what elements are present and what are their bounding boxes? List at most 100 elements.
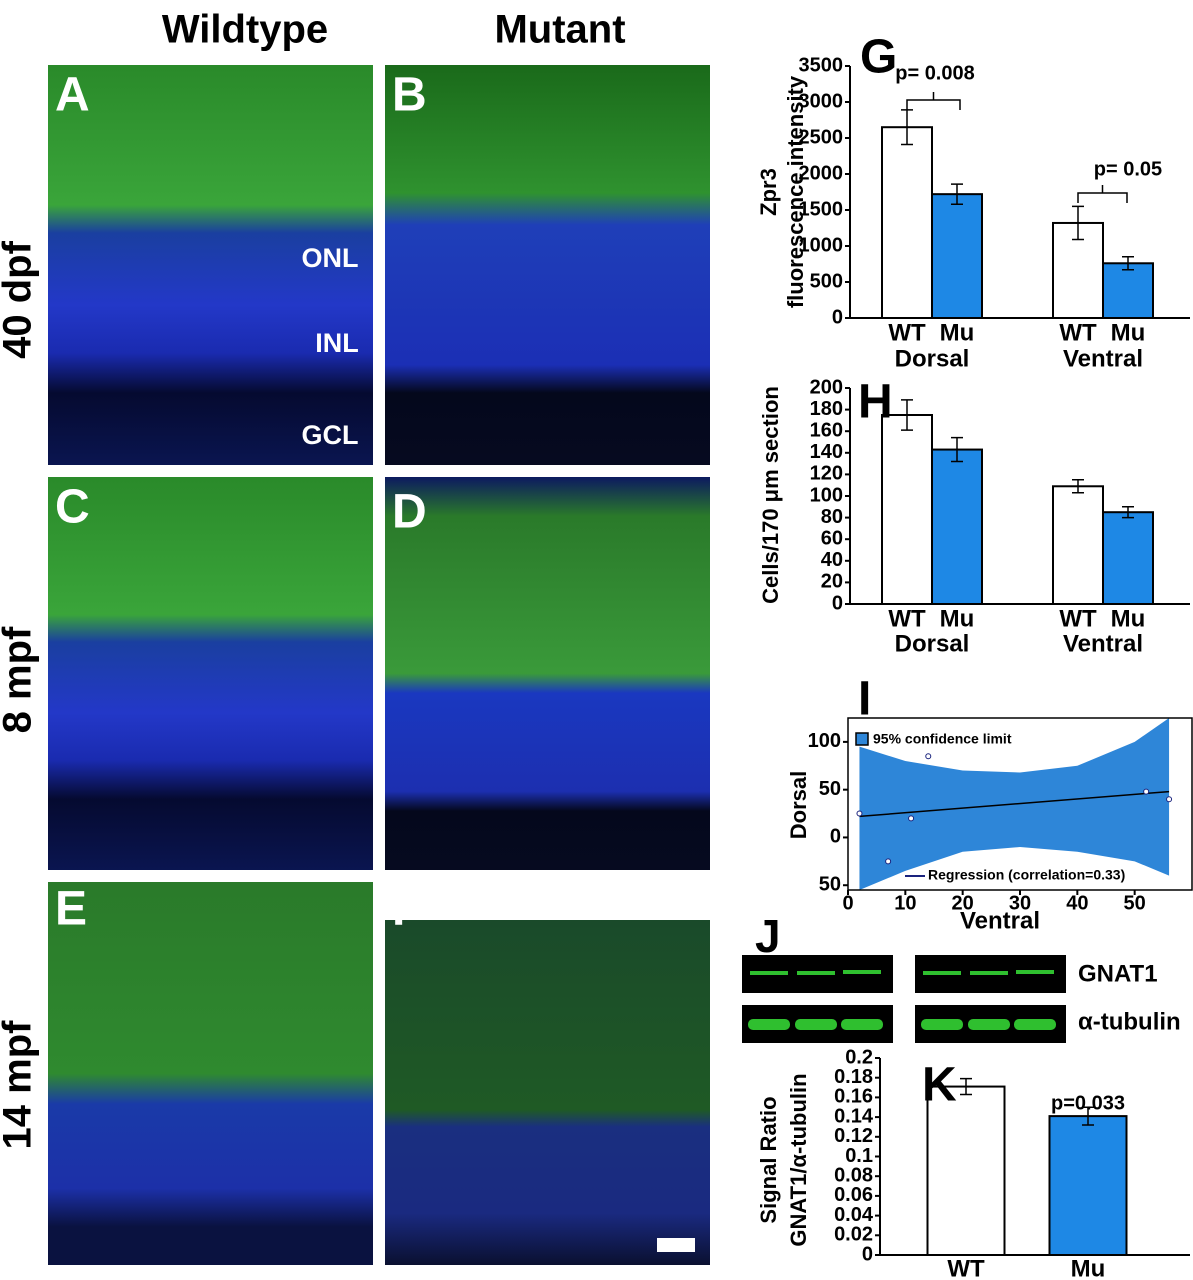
blot-band — [921, 1019, 963, 1030]
panel-letter: G — [860, 31, 897, 84]
y-tick-label: 0.2 — [845, 1046, 873, 1068]
blot-band — [841, 1019, 883, 1030]
y-tick-label: 160 — [810, 419, 843, 441]
error-bar — [1122, 506, 1134, 519]
panel-letter: K — [922, 1059, 957, 1112]
error-bar — [960, 1077, 972, 1096]
category-label: WT — [947, 1255, 985, 1280]
bar — [1048, 1115, 1128, 1256]
y-tick-label: 50 — [819, 874, 841, 896]
point — [908, 815, 915, 822]
column-header: Wildtype — [162, 8, 328, 52]
bar — [881, 126, 933, 319]
y-tick-label: 100 — [808, 730, 841, 752]
panel-letter: D — [392, 486, 427, 539]
y-tick-label: 120 — [810, 463, 843, 485]
bracket — [1077, 185, 1128, 203]
category-label: Dorsal — [895, 345, 970, 372]
category-label: Dorsal — [895, 630, 970, 657]
x-tick-label: 20 — [952, 892, 974, 914]
y-tick-label: 3500 — [799, 54, 844, 76]
y-tick-label: 80 — [821, 506, 843, 528]
series-label: Mu — [1111, 605, 1146, 632]
panel-letter: C — [55, 481, 90, 534]
micrograph — [48, 65, 373, 465]
y-tick-label: 200 — [810, 376, 843, 398]
blot-band — [843, 970, 881, 974]
y-axis-label: Cells/170 μm section — [758, 386, 783, 604]
bar — [931, 448, 983, 605]
point — [1143, 788, 1150, 795]
series-label: WT — [888, 319, 926, 346]
bar — [1052, 485, 1104, 605]
y-tick-label: 0.06 — [834, 1184, 873, 1206]
category-label: Mu — [1071, 1255, 1106, 1280]
y-tick-label: 0.02 — [834, 1224, 873, 1246]
panel-letters: A B C D E F — [55, 69, 427, 936]
x-tick-label: 0 — [842, 892, 853, 914]
y-tick-label: 0 — [832, 306, 843, 328]
y-tick-label: 500 — [810, 270, 843, 292]
scale-bar — [657, 1238, 695, 1252]
point — [885, 858, 892, 865]
y-tick-label: 2000 — [799, 162, 844, 184]
y-tick-label: 20 — [821, 571, 843, 593]
panel-letter: B — [392, 69, 427, 122]
series-label: Mu — [1111, 319, 1146, 346]
series-label: WT — [1059, 319, 1097, 346]
western-blot — [742, 955, 1066, 1043]
blot-label: GNAT1 — [1078, 960, 1158, 987]
x-tick-label: 30 — [1009, 892, 1031, 914]
error-bar — [1072, 205, 1084, 241]
y-tick-label: 0 — [862, 1243, 873, 1265]
y-tick-label: 100 — [810, 484, 843, 506]
panel-letter: A — [55, 69, 90, 122]
bracket — [906, 92, 961, 110]
error-bar — [951, 436, 963, 463]
blot-band — [797, 971, 835, 975]
panel-letter: F — [392, 883, 421, 936]
y-axis-label: Signal Ratio — [756, 1096, 781, 1223]
y-tick-label: 0.08 — [834, 1164, 873, 1186]
y-tick-label: 50 — [819, 778, 841, 800]
y-tick-label: 0.1 — [845, 1145, 873, 1167]
layer-label: ONL — [302, 243, 359, 273]
blot-band — [748, 1019, 790, 1030]
y-tick-label: 180 — [810, 398, 843, 420]
legend-label: 95% confidence limit — [873, 731, 1012, 747]
series-label: WT — [1059, 605, 1097, 632]
blot-band — [1014, 1019, 1056, 1030]
blot-band — [970, 971, 1008, 975]
panel-letter: J — [755, 910, 781, 962]
y-tick-label: 0.14 — [834, 1105, 874, 1127]
x-axis-label: Ventral — [960, 907, 1040, 934]
y-tick-label: 0.16 — [834, 1086, 873, 1108]
error-bar — [1122, 256, 1134, 271]
y-tick-label: 2500 — [799, 126, 844, 148]
y-tick-label: 1500 — [799, 198, 844, 220]
point — [1166, 796, 1173, 803]
annotation: p= 0.008 — [895, 62, 975, 84]
micrograph — [385, 477, 710, 870]
legend-label: Regression (correlation=0.33) — [928, 867, 1125, 883]
micrograph — [48, 477, 373, 870]
error-bar — [901, 399, 913, 431]
y-axis-label: fluorescence intensity — [783, 75, 808, 308]
error-bar — [1082, 1106, 1094, 1126]
y-tick-label: 140 — [810, 441, 843, 463]
legend-swatch — [855, 732, 869, 746]
bar — [1102, 511, 1154, 606]
y-tick-label: 0 — [830, 826, 841, 848]
panel-letter: H — [858, 376, 893, 429]
y-axis-label: Dorsal — [786, 771, 811, 839]
column-header: Mutant — [494, 8, 625, 52]
error-bar — [951, 183, 963, 205]
series-label: WT — [888, 605, 926, 632]
y-axis-label: Zpr3 — [756, 168, 781, 216]
category-label: Ventral — [1063, 345, 1143, 372]
panel-letter: I — [858, 673, 871, 726]
row-label: 8 mpf — [0, 626, 40, 733]
x-tick-label: 40 — [1066, 892, 1088, 914]
bar — [926, 1085, 1006, 1256]
regression-line — [859, 790, 1170, 818]
